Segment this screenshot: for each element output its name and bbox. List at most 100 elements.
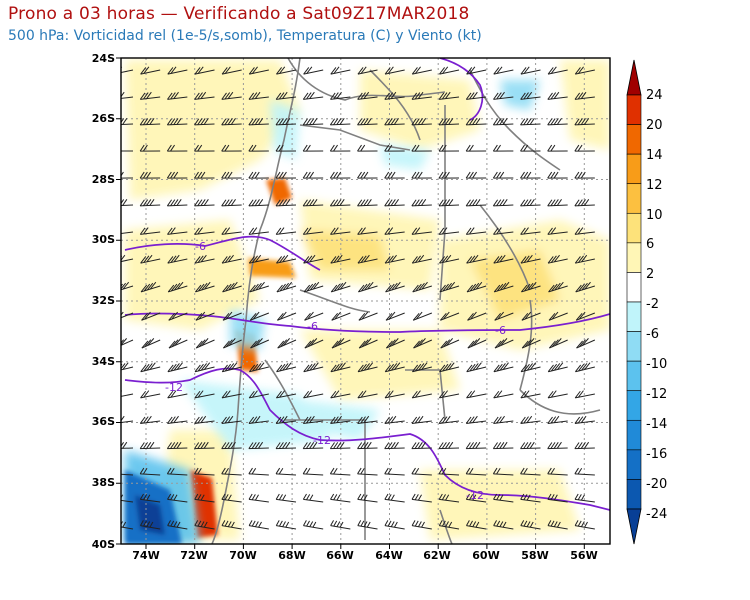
- wind-barb: [520, 171, 541, 179]
- colorbar-labels: 24 20 14 12 10 6 2 -2 -6 -10 -12 -14 -16…: [646, 88, 667, 522]
- colorbar-label: -20: [646, 477, 667, 492]
- wind-barb: [440, 338, 460, 349]
- wind-barb: [275, 441, 297, 450]
- wind-barb: [249, 311, 270, 321]
- wind-barb: [465, 441, 487, 450]
- wind-barb: [385, 281, 405, 293]
- wind-barb: [222, 338, 242, 349]
- wind-barb: [465, 91, 487, 100]
- wind-barb: [139, 467, 161, 476]
- wind-barb: [139, 171, 161, 179]
- wind-barb: [275, 91, 297, 100]
- colorbar-bottom-arrow: [626, 508, 642, 545]
- colorbar-segment: [626, 301, 642, 332]
- colorbar-segment: [626, 94, 642, 125]
- wind-barb: [547, 227, 568, 235]
- wind-barb: [465, 118, 487, 126]
- wind-barb: [275, 493, 297, 503]
- wind-barb: [574, 171, 595, 179]
- wind-barb: [248, 171, 269, 179]
- wind-barb: [385, 338, 405, 349]
- lon-label: 72W: [180, 549, 207, 562]
- colorbar-label: 6: [646, 237, 654, 252]
- wind-barb: [574, 227, 595, 235]
- wind-barb: [547, 66, 568, 75]
- colorbar-label: -2: [646, 297, 659, 312]
- wind-barb: [411, 415, 432, 424]
- wind-barb: [303, 390, 324, 399]
- wind-barb: [139, 118, 161, 126]
- wind-barb: [465, 144, 487, 152]
- wind-barb: [167, 362, 188, 373]
- wind-barb: [303, 66, 324, 75]
- wind-barb: [330, 520, 351, 530]
- contour-label: -12: [165, 381, 183, 394]
- wind-barb: [411, 520, 432, 530]
- wind-barb: [466, 520, 487, 530]
- wind-barb: [520, 254, 541, 264]
- wind-barb: [520, 199, 541, 207]
- wind-barb: [330, 91, 351, 100]
- wind-barb: [139, 227, 161, 235]
- wind-barb: [438, 118, 460, 126]
- wind-barb: [166, 441, 188, 450]
- lon-label: 56W: [570, 549, 597, 562]
- wind-barb: [357, 171, 378, 179]
- wind-barb: [195, 311, 215, 321]
- colorbar-label: 10: [646, 208, 663, 223]
- lon-label: 62W: [423, 549, 450, 562]
- colorbar-label: -12: [646, 387, 667, 402]
- wind-barb: [384, 441, 405, 450]
- wind-barb: [221, 362, 242, 373]
- wind-barb: [574, 144, 595, 152]
- wind-barb: [465, 415, 487, 424]
- wind-barb: [411, 390, 432, 399]
- wind-barb: [547, 467, 568, 476]
- wind-barb: [194, 91, 215, 100]
- wind-barb: [413, 338, 433, 349]
- wind-barb: [467, 338, 487, 349]
- wind-barb: [221, 171, 242, 179]
- vorticity-shading: [125, 60, 610, 544]
- wind-barb: [438, 415, 460, 424]
- wind-barb: [167, 281, 188, 293]
- wind-barb: [493, 362, 514, 373]
- wind-barb: [304, 338, 324, 349]
- wind-barb: [248, 118, 269, 126]
- wind-barb: [221, 118, 242, 126]
- wind-barb: [121, 150, 134, 152]
- wind-barb: [547, 390, 568, 399]
- wind-barb: [166, 467, 188, 476]
- wind-barb: [276, 362, 297, 373]
- wind-barb: [384, 390, 405, 399]
- colorbar-segment: [626, 212, 642, 244]
- wind-barb: [194, 144, 215, 152]
- colorbar-segment: [626, 331, 642, 362]
- wind-barb: [547, 118, 568, 126]
- wind-barb: [195, 281, 215, 293]
- wind-barb: [384, 254, 405, 264]
- wind-barb: [384, 66, 405, 75]
- wind-barb: [357, 390, 378, 399]
- wind-barb: [248, 441, 269, 450]
- wind-barb: [492, 171, 514, 179]
- figure-subtitle: 500 hPa: Vorticidad rel (1e-5/s,somb), T…: [8, 28, 482, 44]
- wind-barb: [248, 227, 269, 235]
- wind-barb: [357, 254, 378, 264]
- wind-barb: [384, 493, 405, 503]
- wind-barb: [358, 281, 378, 293]
- wind-barb: [248, 66, 269, 75]
- wind-barb: [275, 144, 297, 152]
- wind-barb: [384, 467, 405, 476]
- figure-title: Prono a 03 horas — Verificando a Sat09Z1…: [8, 4, 470, 24]
- lon-label: 60W: [472, 549, 499, 562]
- wind-barb: [411, 199, 432, 207]
- wind-barb: [520, 66, 541, 75]
- colorbar-label: 24: [646, 88, 663, 103]
- wind-barb: [439, 281, 460, 293]
- wind-barb: [411, 493, 432, 503]
- wind-barb: [465, 199, 487, 207]
- wind-barb: [329, 144, 351, 152]
- wind-barb: [194, 171, 215, 179]
- contour-label: -12: [466, 489, 484, 502]
